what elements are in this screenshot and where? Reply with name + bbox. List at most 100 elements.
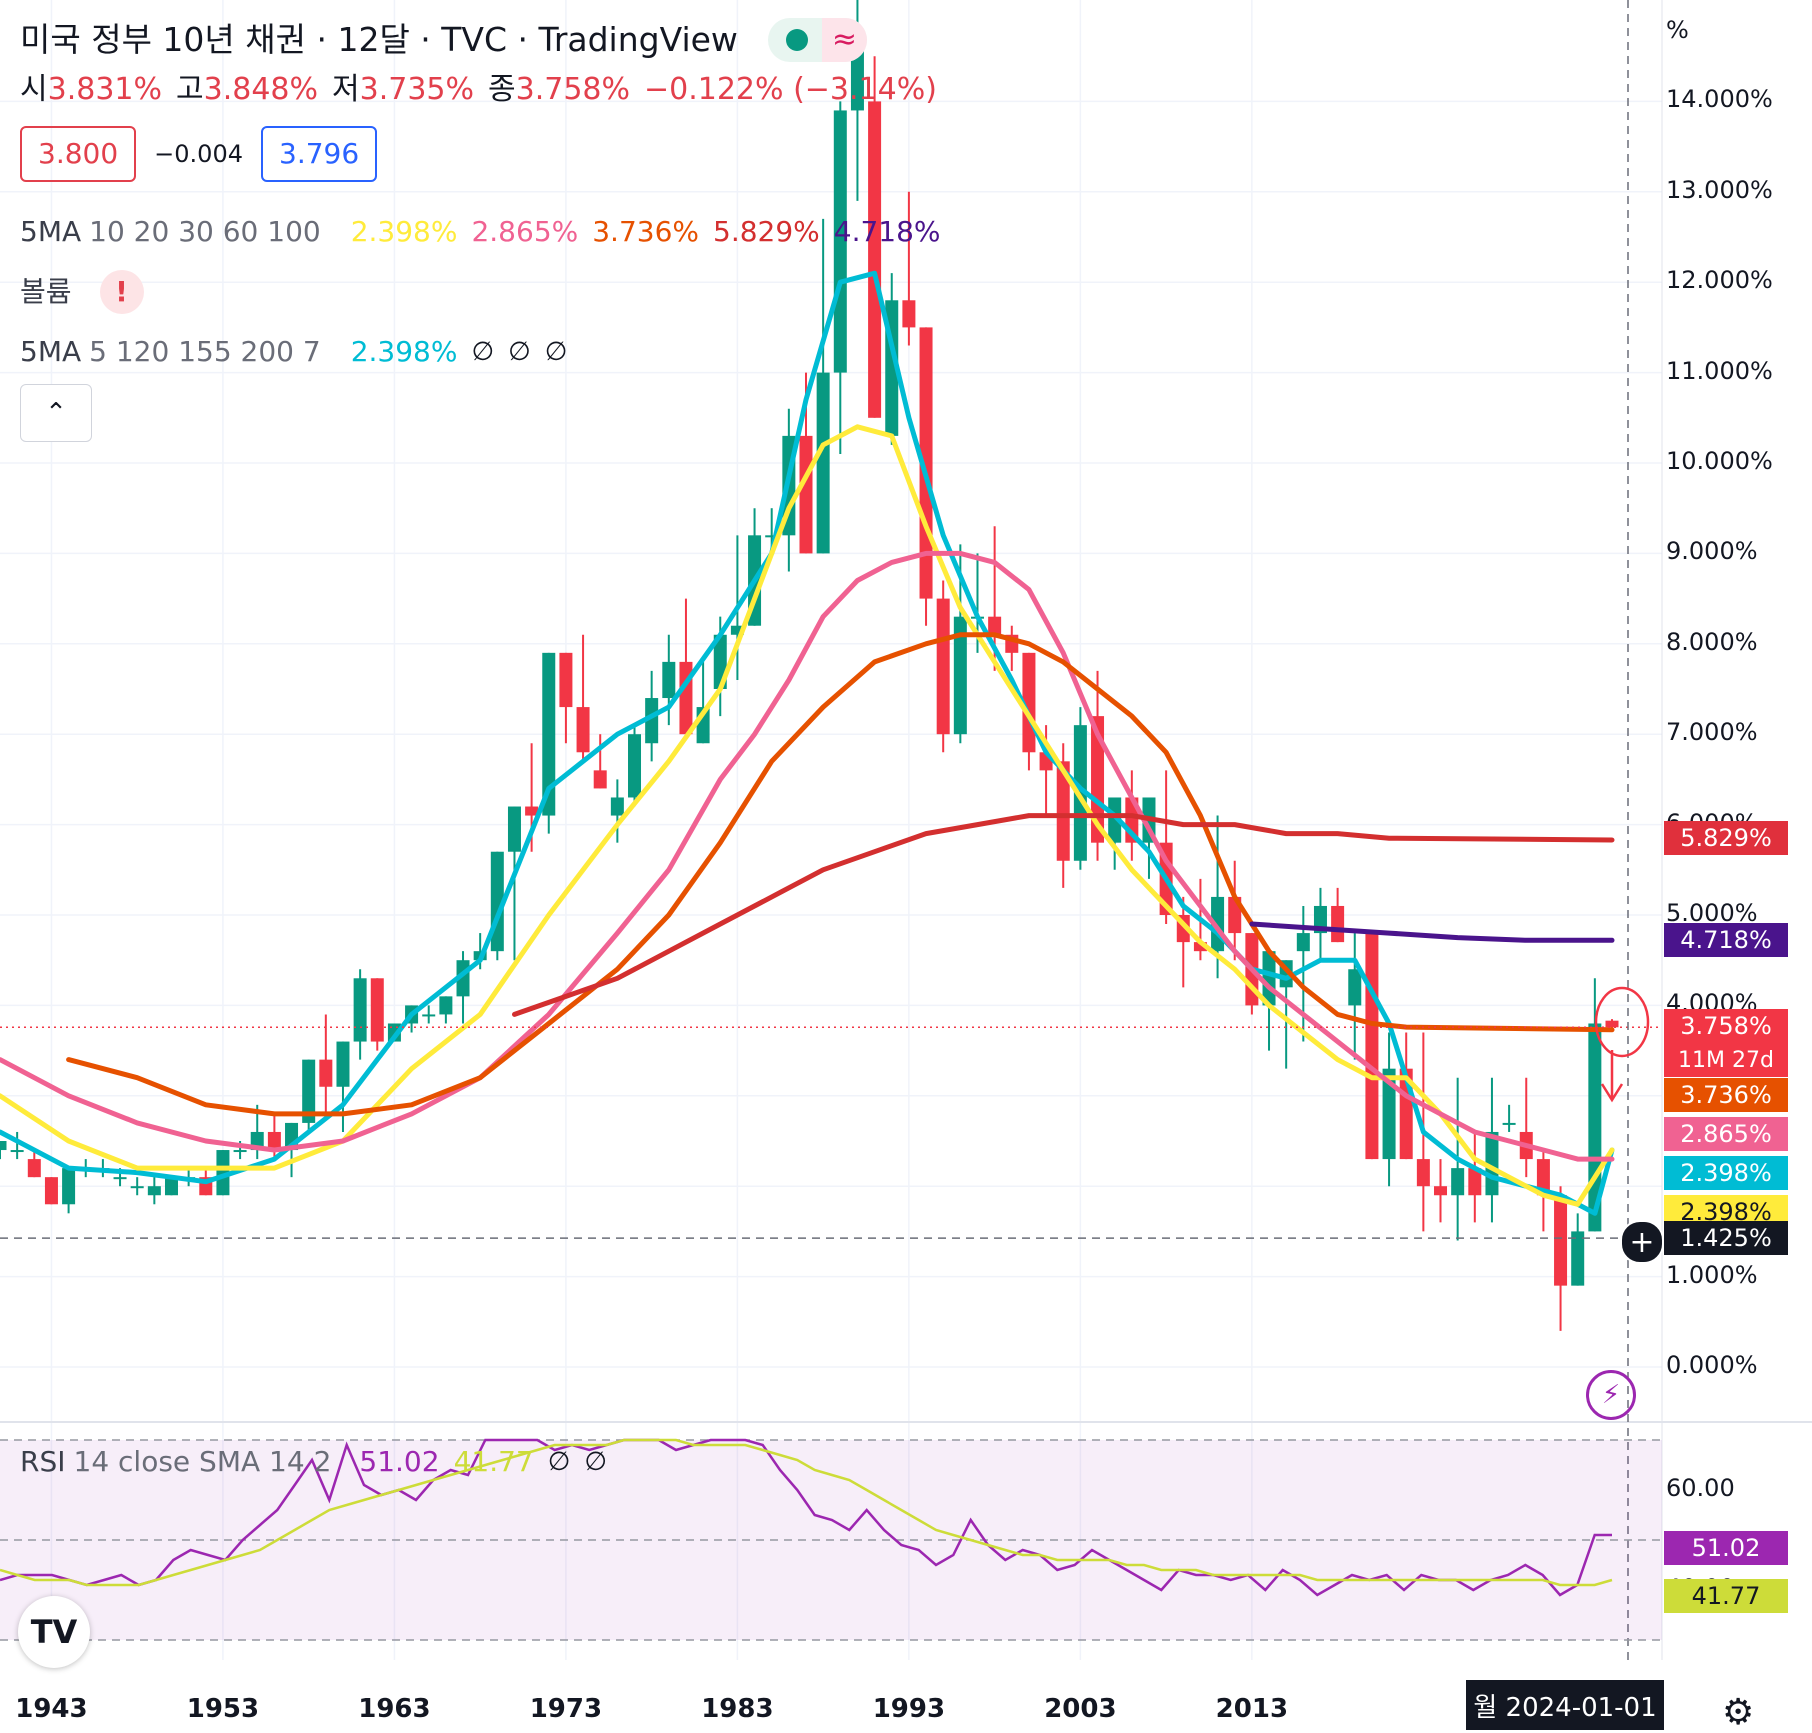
candle-body [27,1159,41,1178]
rsi-indicator-name[interactable]: RSI [20,1445,66,1478]
low-label: 저 [332,72,360,107]
candle-body [1451,1168,1465,1196]
time-tick-label: 2003 [1044,1694,1117,1724]
time-tick-label: 1983 [701,1694,774,1724]
sell-price-button[interactable]: 3.800 [20,126,137,182]
tradingview-logo[interactable]: TV [18,1596,90,1668]
lightning-alert-icon[interactable]: ⚡ [1586,1370,1636,1420]
candle-body [868,101,882,418]
rsi-tick-label: 60.00 [1666,1474,1735,1502]
candle-body [113,1177,127,1180]
time-tick-label: 2013 [1215,1694,1289,1724]
high-label: 고 [176,72,204,107]
candle-body [0,1141,7,1151]
candle-body [233,1150,247,1153]
price-tag: 5.829% [1664,821,1788,855]
empty-value-icon: ∅ [544,337,568,367]
candle-body [439,996,453,1015]
price-tag: 4.718% [1664,923,1788,957]
candle-body [1468,1168,1482,1196]
candle-body [559,652,573,708]
add-price-line-button[interactable]: + [1620,1220,1664,1264]
ma-line-ma7 [1249,921,1615,943]
ma100-value: 5.829% [713,215,820,248]
ma2-indicator-params: 5 120 155 200 7 [89,335,321,368]
candle-body [370,978,384,1042]
candle-body [730,625,744,635]
symbol-title[interactable]: 미국 정부 10년 채권 · 12달 · TVC · TradingView [20,20,738,59]
candle-body [593,770,607,789]
buy-price-button[interactable]: 3.796 [261,126,378,182]
price-tag: 3.736% [1664,1078,1788,1112]
volume-warning-icon[interactable]: ! [99,270,144,314]
price-tick-label: 11.000% [1666,356,1773,385]
candle-body [628,734,642,798]
candle-body [1348,969,1362,1006]
candle-body [1571,1231,1585,1286]
candle-body [147,1186,161,1196]
candle-body [44,1177,58,1205]
ma-indicator-params: 10 20 30 60 100 [89,215,321,248]
ma7-value: 4.718% [833,215,941,248]
candle-body [816,372,830,554]
time-tick-label: 1963 [358,1694,431,1724]
candle-body [662,661,676,699]
candle-body [1056,761,1070,861]
candle-body [353,978,367,1042]
candle-body [1091,716,1105,843]
candle-body [1193,942,1207,952]
price-tick-label: 5.000% [1666,899,1758,927]
annotation-circle [1594,986,1650,1058]
ma20-value: 2.398% [350,215,458,248]
rsi-price-tag: 51.02 [1664,1531,1788,1565]
candle-body [576,707,590,753]
chart-legend: 미국 정부 10년 채권 · 12달 · TVC · TradingView ≈… [20,14,955,382]
ma-indicator-name[interactable]: 5MA [20,215,82,248]
empty-value-icon: ∅ [508,337,531,367]
candle-body [1365,933,1379,1160]
bar-countdown-label: 11M 27d [1664,1043,1788,1077]
candle-body [1434,1186,1448,1196]
close-label: 종 [488,72,516,107]
price-tick-label: 13.000% [1666,175,1773,204]
candle-body [1331,905,1345,943]
rsi-legend: RSI 14 close SMA 14 2 51.02 41.77 ∅ ∅ [20,1444,621,1480]
ma-line-ma60 [66,632,1615,1117]
collapse-legend-button[interactable]: ⌃ [20,384,92,442]
price-tick-label: 1.000% [1666,1260,1758,1289]
time-tick-label: 1953 [186,1694,260,1724]
empty-value-icon: ∅ [584,1447,608,1477]
candle-body [953,616,967,735]
candle-body [1502,1122,1516,1125]
open-label: 시 [20,72,48,107]
candle-body [1554,1195,1568,1286]
candle-body [507,806,521,852]
candle-body [645,698,659,744]
market-open-dot-icon [785,29,808,51]
open-value: 3.831% [47,72,162,107]
ma2-indicator-name[interactable]: 5MA [20,335,82,368]
settings-gear-icon[interactable]: ⚙ [1722,1692,1755,1733]
candle-body [1108,797,1122,843]
candle-body [902,300,916,328]
candle-body [267,1131,281,1151]
candle-body [525,806,539,816]
candle-body [1382,1068,1396,1160]
empty-value-icon: ∅ [547,1447,571,1477]
price-tick-label: 0.000% [1666,1351,1758,1379]
volume-indicator-name[interactable]: 볼륨 [20,275,72,308]
candle-body [302,1059,316,1123]
candle-body [610,797,624,816]
candle-body [62,1168,76,1205]
candle-body [1536,1159,1550,1196]
rsi-price-tag: 41.77 [1664,1579,1788,1613]
annotation-arrow [1600,1050,1624,1103]
price-tick-label: 14.000% [1666,85,1773,114]
candle-body [936,598,950,735]
market-status[interactable]: ≈ [767,18,868,62]
candle-body [336,1041,350,1087]
delayed-data-icon[interactable]: ≈ [821,18,868,62]
rsi-sma-value: 41.77 [453,1445,534,1478]
